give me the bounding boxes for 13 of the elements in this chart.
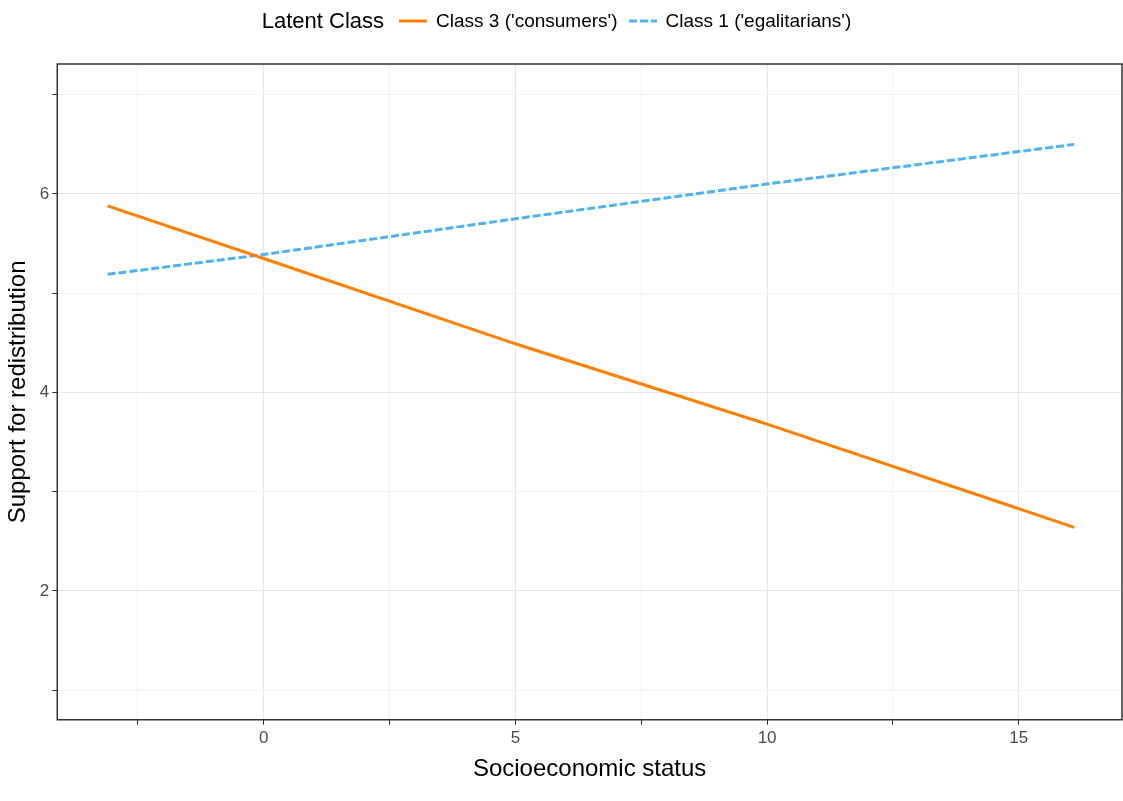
line-series — [106, 142, 1076, 276]
x-tick-label: 10 — [757, 727, 777, 747]
x-tick-label: 5 — [510, 727, 521, 747]
legend-title: Latent Class — [261, 8, 385, 34]
y-tick-label: 6 — [39, 183, 50, 203]
x-tick-label: 0 — [258, 727, 269, 747]
y-tick-label: 2 — [39, 580, 50, 600]
legend-label: Class 1 ('egalitarians') — [665, 10, 852, 32]
legend-label: Class 3 ('consumers') — [436, 10, 618, 32]
x-axis-title: Socioeconomic status — [472, 754, 707, 782]
y-axis-title: Support for redistribution — [3, 260, 31, 524]
x-tick-label: 15 — [1009, 727, 1029, 747]
y-tick-label: 4 — [39, 382, 50, 402]
